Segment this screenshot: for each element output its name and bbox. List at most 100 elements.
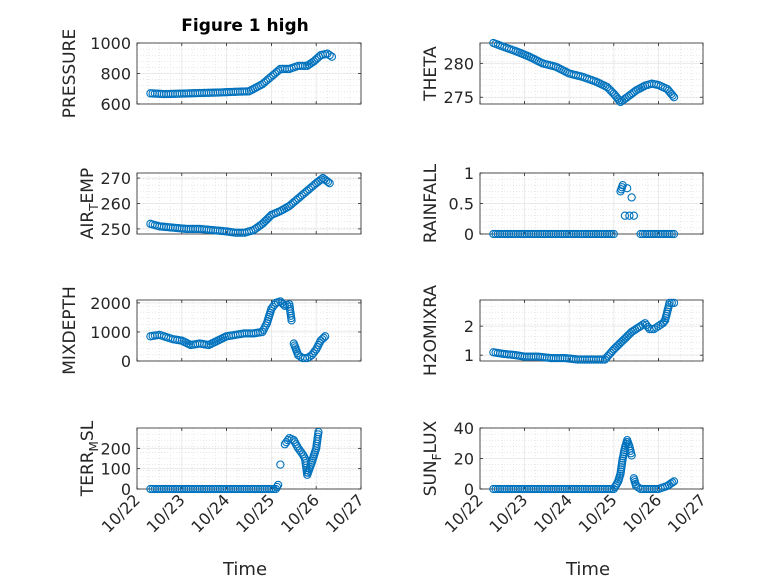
data-point bbox=[303, 353, 312, 363]
data-point bbox=[259, 218, 269, 227]
data-point bbox=[615, 339, 624, 348]
x-axis-label-right: Time bbox=[565, 559, 610, 580]
y-tick-label: 275 bbox=[443, 88, 474, 107]
y-tick-label: 0 bbox=[121, 480, 131, 499]
y-axis-label: AIRTEMP bbox=[78, 168, 101, 239]
data-point bbox=[289, 436, 298, 445]
y-axis-label: THETA bbox=[421, 46, 441, 102]
y-axis-label: PRESSURE bbox=[60, 29, 80, 118]
data-point bbox=[624, 330, 633, 340]
data-point bbox=[267, 484, 276, 494]
data-point bbox=[264, 213, 273, 223]
data-point bbox=[623, 184, 632, 193]
data-point bbox=[625, 211, 634, 220]
subplot-rainfall: 0 0.5 1 RAINFALL bbox=[421, 163, 704, 244]
data-point bbox=[665, 298, 674, 308]
data-point bbox=[611, 343, 620, 353]
data-point bbox=[596, 355, 605, 364]
y-axis-label: RAINFALL bbox=[421, 163, 441, 243]
y-tick-label: 20 bbox=[454, 450, 474, 469]
data-point bbox=[321, 332, 330, 341]
x-tick-label: 10/27 bbox=[664, 490, 710, 536]
data-point bbox=[669, 93, 679, 102]
data-point bbox=[627, 193, 636, 202]
data-point bbox=[669, 229, 679, 239]
y-axis-label: TERRMSL bbox=[78, 420, 101, 497]
subplot-mixdepth: 0 1000 2000 MIXDEPTH bbox=[60, 286, 362, 375]
data-point bbox=[621, 333, 630, 342]
axes-box bbox=[136, 299, 362, 362]
data-point bbox=[609, 345, 618, 354]
data-point bbox=[293, 442, 302, 451]
data-point bbox=[668, 478, 677, 487]
data-point bbox=[612, 342, 621, 351]
data-point bbox=[654, 321, 663, 331]
data-point bbox=[647, 324, 656, 334]
data-point bbox=[667, 229, 676, 239]
y-tick-label: 1000 bbox=[90, 34, 131, 53]
data-point bbox=[617, 337, 626, 347]
y-tick-label: 200 bbox=[100, 439, 131, 458]
data-point bbox=[314, 427, 323, 437]
data-point bbox=[300, 61, 310, 71]
x-tick-label: 10/24 bbox=[530, 490, 576, 536]
y-tick-label: 1 bbox=[464, 346, 474, 365]
subplot-terr_msl: 010020010/2210/2310/2410/2510/2610/27TER… bbox=[78, 420, 368, 536]
y-tick-label: 260 bbox=[100, 195, 131, 214]
y-tick-label: 2000 bbox=[90, 294, 131, 313]
y-axis-label: MIXDEPTH bbox=[60, 286, 80, 375]
data-point bbox=[316, 336, 325, 345]
data-point bbox=[669, 298, 679, 308]
y-tick-label: 1000 bbox=[90, 323, 131, 342]
y-tick-label: 1 bbox=[464, 164, 474, 183]
data-point bbox=[668, 91, 677, 100]
subplot-h2omixra: 1 2 H2OMIXRA bbox=[421, 285, 704, 376]
subplot-pressure: 600 800 1000 PRESSURE bbox=[60, 29, 362, 118]
data-point bbox=[310, 347, 319, 356]
data-point bbox=[605, 484, 614, 494]
data-point bbox=[273, 480, 283, 490]
axes-box bbox=[479, 42, 704, 105]
y-axis-label: H2OMIXRA bbox=[421, 285, 441, 376]
x-tick-label: 10/27 bbox=[322, 490, 368, 536]
data-point bbox=[290, 438, 300, 447]
data-point bbox=[261, 216, 270, 226]
data-point bbox=[652, 323, 661, 332]
data-point bbox=[607, 229, 616, 239]
data-point bbox=[667, 298, 676, 308]
data-point bbox=[627, 451, 636, 460]
subplot-sun_flux: 0204010/2210/2310/2410/2510/2610/27SUNFL… bbox=[421, 419, 710, 536]
data-point bbox=[291, 440, 301, 449]
x-tick-label: 10/25 bbox=[575, 490, 621, 536]
axes-box bbox=[136, 427, 362, 490]
data-point bbox=[620, 335, 629, 344]
y-tick-label: 600 bbox=[100, 95, 131, 114]
figure-title: Figure 1 high bbox=[181, 16, 309, 36]
y-tick-label: 2 bbox=[464, 317, 474, 336]
data-point bbox=[609, 229, 618, 239]
data-point bbox=[669, 477, 679, 486]
data-point bbox=[649, 324, 659, 334]
data-point bbox=[287, 316, 296, 325]
data-point bbox=[298, 61, 307, 71]
data-point bbox=[319, 333, 328, 342]
axes-box bbox=[479, 299, 704, 362]
data-point bbox=[271, 484, 281, 494]
data-point bbox=[323, 177, 333, 187]
data-point bbox=[276, 460, 285, 469]
y-tick-label: 250 bbox=[100, 220, 131, 239]
data-point bbox=[240, 87, 249, 96]
x-tick-label: 10/23 bbox=[143, 490, 189, 536]
data-point bbox=[262, 215, 272, 224]
data-point bbox=[614, 340, 623, 350]
data-point bbox=[612, 479, 622, 488]
data-point bbox=[605, 229, 614, 239]
y-tick-label: 0.5 bbox=[449, 195, 474, 214]
x-tick-label: 10/26 bbox=[277, 490, 323, 536]
y-tick-label: 0 bbox=[121, 352, 131, 371]
y-tick-label: 0 bbox=[464, 225, 474, 244]
data-point bbox=[618, 336, 627, 345]
